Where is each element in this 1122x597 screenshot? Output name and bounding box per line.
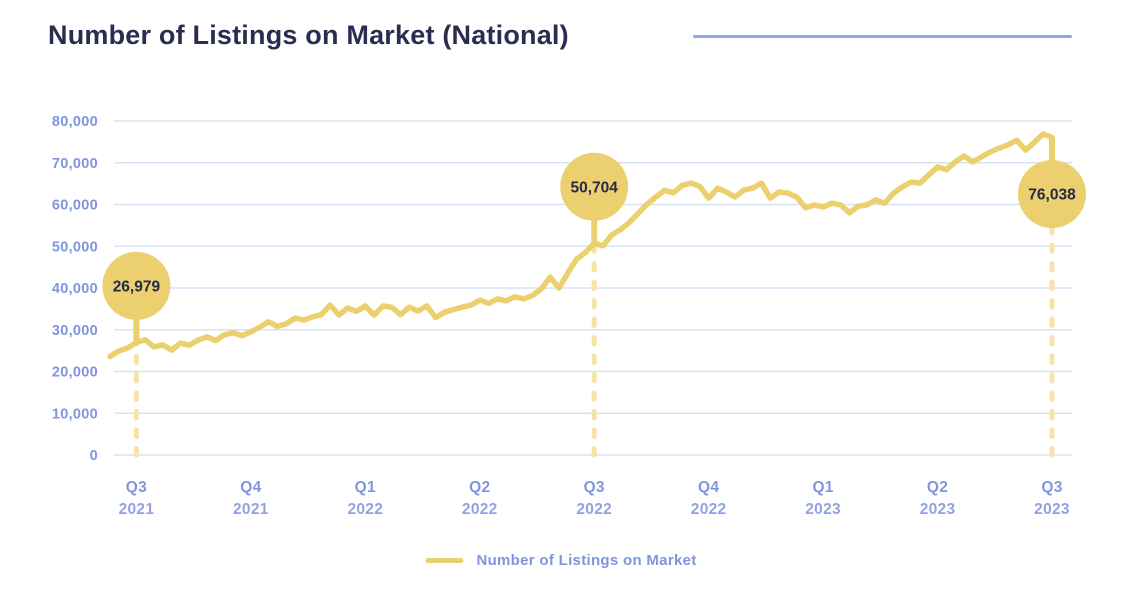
- annotation-bubble: [1018, 160, 1086, 229]
- x-axis-tick-quarter: Q4: [698, 479, 719, 496]
- x-axis-tick-year: 2021: [119, 501, 155, 518]
- legend-line-swatch: [425, 558, 464, 563]
- x-axis-tick-quarter: Q2: [469, 479, 490, 496]
- x-axis-tick-quarter: Q2: [927, 479, 948, 496]
- annotation-value-label: 76,038: [1028, 187, 1076, 204]
- x-axis-tick-year: 2022: [347, 501, 383, 518]
- x-axis-tick-year: 2023: [805, 501, 841, 518]
- x-axis-tick-year: 2022: [576, 501, 612, 518]
- x-axis-tick-year: 2023: [920, 501, 956, 518]
- y-axis-tick-label: 40,000: [52, 281, 98, 297]
- y-axis-tick-label: 0: [90, 448, 98, 464]
- x-axis-tick-quarter: Q1: [355, 479, 376, 496]
- legend-label: Number of Listings on Market: [476, 552, 697, 569]
- title-accent-rule: [693, 35, 1072, 38]
- chart-legend: Number of Listings on Market: [425, 552, 696, 569]
- series-line: [107, 131, 1055, 360]
- y-axis-tick-label: 30,000: [52, 323, 98, 339]
- y-axis-tick-label: 50,000: [52, 239, 98, 255]
- x-axis-tick-quarter: Q3: [1041, 479, 1062, 496]
- x-axis-tick-quarter: Q1: [812, 479, 833, 496]
- annotation-value-label: 26,979: [113, 278, 161, 295]
- annotation-value-label: 50,704: [570, 179, 618, 196]
- annotation-bubble: [560, 152, 629, 221]
- annotation-bubble: [102, 251, 171, 320]
- x-axis-tick-quarter: Q3: [584, 479, 605, 496]
- x-axis-tick-year: 2022: [462, 501, 498, 518]
- x-axis-tick-year: 2021: [233, 501, 269, 518]
- page-title: Number of Listings on Market (National): [48, 20, 569, 50]
- y-axis-tick-label: 20,000: [52, 365, 98, 381]
- x-axis-tick-year: 2023: [1034, 501, 1070, 518]
- y-axis-tick-label: 60,000: [52, 198, 98, 214]
- x-axis-tick-quarter: Q4: [240, 479, 261, 496]
- y-axis-tick-label: 80,000: [52, 114, 98, 130]
- y-axis-tick-label: 70,000: [52, 156, 98, 172]
- x-axis-tick-quarter: Q3: [126, 479, 147, 496]
- x-axis-tick-year: 2022: [691, 501, 727, 518]
- y-axis-tick-label: 10,000: [52, 406, 98, 422]
